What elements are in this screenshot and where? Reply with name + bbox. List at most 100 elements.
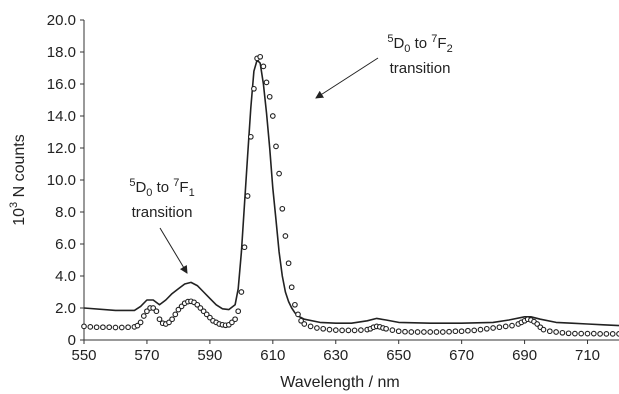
data-point xyxy=(153,308,160,315)
annotation-arrow xyxy=(315,57,379,99)
data-point xyxy=(358,327,364,333)
data-point xyxy=(433,329,440,335)
data-point xyxy=(339,327,345,334)
data-point xyxy=(540,326,547,333)
data-point xyxy=(251,85,257,92)
annotation-title: 5D0 to 7F2 xyxy=(387,33,452,55)
data-point xyxy=(565,330,572,337)
annotation-title: 5D0 to 7F1 xyxy=(129,177,194,199)
data-point xyxy=(578,330,585,337)
annotation-title-part: 7 xyxy=(173,177,179,189)
data-point xyxy=(427,329,434,335)
data-point xyxy=(235,308,242,315)
annotation-title-part: D xyxy=(393,35,404,52)
data-point xyxy=(273,143,279,150)
data-point xyxy=(502,323,509,330)
annotation-title-part: 7 xyxy=(431,33,437,45)
y-axis-label-base: 10 xyxy=(11,208,28,226)
data-point xyxy=(295,311,301,318)
data-point xyxy=(156,316,163,323)
data-point xyxy=(590,330,597,337)
data-point xyxy=(203,311,210,318)
x-tick-label: 690 xyxy=(512,347,537,364)
annotation-title-part: to xyxy=(410,35,431,52)
data-point xyxy=(597,331,603,337)
annotation-subtitle: transition xyxy=(390,60,451,77)
data-point xyxy=(351,327,358,334)
y-tick-label: 18.0 xyxy=(47,44,76,61)
annotation-title-part: 1 xyxy=(189,187,195,199)
data-point xyxy=(298,317,304,324)
data-point xyxy=(247,133,254,140)
y-tick-label: 0 xyxy=(68,332,76,349)
axes xyxy=(80,19,619,344)
data-point xyxy=(260,63,267,70)
annotation-title-part: D xyxy=(135,179,146,196)
data-point xyxy=(408,329,415,335)
data-point xyxy=(140,313,147,319)
data-point xyxy=(244,193,251,199)
data-point xyxy=(307,323,314,330)
data-point xyxy=(389,327,396,333)
y-tick-label: 14.0 xyxy=(47,108,76,125)
x-tick-label: 610 xyxy=(260,347,285,364)
x-tick-label: 630 xyxy=(323,347,348,364)
data-point xyxy=(509,322,515,329)
y-axis-label-rest: N counts xyxy=(11,134,28,202)
data-point xyxy=(383,325,389,332)
data-point xyxy=(125,324,131,331)
annotation-arrow xyxy=(159,227,188,274)
data-point xyxy=(137,319,144,326)
data-point xyxy=(559,329,566,336)
data-point xyxy=(483,325,490,332)
y-axis-label-exp: 3 xyxy=(8,202,20,208)
x-tick-label: 670 xyxy=(449,347,474,364)
data-point xyxy=(395,328,402,335)
y-axis-label: 103 N counts xyxy=(8,134,28,226)
data-point xyxy=(175,306,182,313)
data-point xyxy=(584,330,591,337)
data-point xyxy=(172,311,179,318)
annotation-title-part: F xyxy=(437,35,446,52)
data-point xyxy=(100,324,106,331)
data-point xyxy=(326,326,333,333)
data-point xyxy=(603,331,610,337)
data-point xyxy=(616,331,619,337)
annotation-title-part: 5 xyxy=(387,33,393,45)
x-tick-label: 590 xyxy=(197,347,222,364)
data-point xyxy=(288,284,295,291)
data-point xyxy=(414,329,421,335)
data-point xyxy=(465,327,471,334)
x-tick-label: 650 xyxy=(386,347,411,364)
annotation-title-part: F xyxy=(179,179,188,196)
series xyxy=(81,53,619,337)
data-point xyxy=(546,328,553,335)
data-point xyxy=(402,328,408,335)
data-point xyxy=(232,316,238,323)
data-point xyxy=(276,170,282,177)
data-point xyxy=(439,329,446,335)
annotation-title-part: 5 xyxy=(129,177,135,189)
data-point xyxy=(314,325,320,331)
data-point xyxy=(269,113,276,119)
data-point xyxy=(496,324,503,331)
data-point xyxy=(263,79,270,86)
data-point xyxy=(118,324,125,331)
data-point xyxy=(197,305,204,311)
x-axis-label: Wavelength / nm xyxy=(280,374,399,391)
data-point xyxy=(477,326,484,333)
data-point xyxy=(332,327,339,333)
y-tick-label: 8.0 xyxy=(55,204,76,221)
data-point xyxy=(87,324,94,330)
y-tick-labels: 0 2.0 4.0 6.0 8.0 10.0 12.0 14.0 16.0 18.0 20.0 xyxy=(47,12,76,349)
y-tick-label: 20.0 xyxy=(47,12,76,29)
y-tick-label: 6.0 xyxy=(55,236,76,253)
data-point xyxy=(112,324,119,331)
data-point xyxy=(229,319,235,326)
data-point xyxy=(452,328,459,335)
data-point xyxy=(345,327,352,334)
data-point xyxy=(471,327,478,334)
data-point xyxy=(150,305,157,311)
data-point xyxy=(93,324,100,331)
